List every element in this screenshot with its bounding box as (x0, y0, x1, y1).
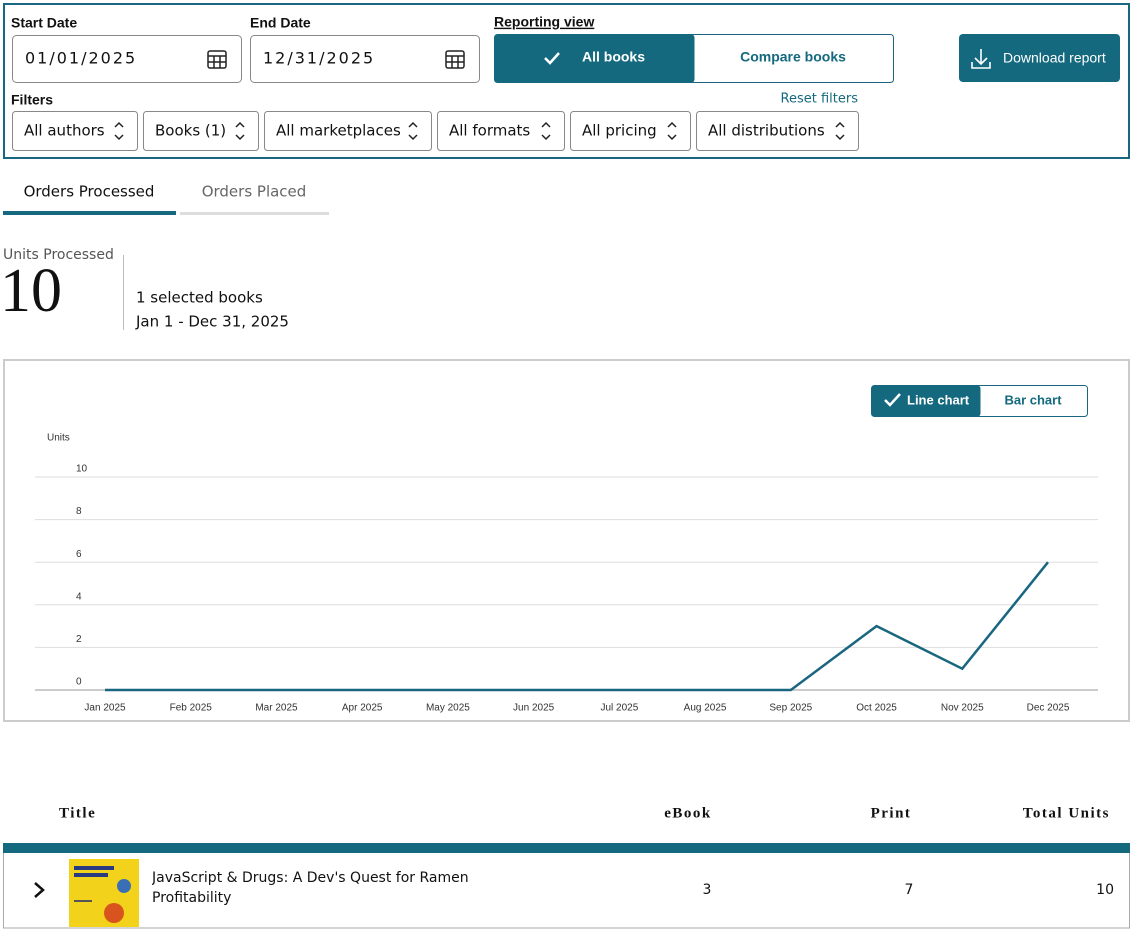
chevron-icon (235, 121, 245, 141)
view-option-active[interactable] (494, 34, 695, 83)
x-tick-label: Oct 2025 (856, 703, 897, 714)
summary-range: Jan 1 - Dec 31, 2025 (135, 313, 289, 331)
expand-icon[interactable] (34, 882, 45, 898)
x-tick-label: May 2025 (426, 703, 470, 714)
series-line (105, 561, 1049, 692)
end-label: End Date (250, 15, 311, 31)
calendar-icon (445, 50, 465, 69)
row-border (3, 853, 1130, 929)
x-tick-label: Mar 2025 (255, 703, 298, 714)
book-title-wrap: JavaScript & Drugs: A Dev's Quest for Ra… (152, 870, 469, 906)
print-units: 7 (905, 882, 914, 898)
start-label: Start Date (11, 15, 77, 31)
view-option: All books (582, 49, 645, 65)
ebook-units: 3 (703, 882, 712, 898)
view-label: Reporting view (494, 14, 594, 30)
x-tick-label: Nov 2025 (941, 703, 984, 714)
filter-panel (3, 3, 1130, 159)
y-tick-label: 4 (76, 591, 82, 602)
tab-underline (3, 211, 176, 215)
dropdown-label: All authors (24, 122, 105, 140)
book-cover (69, 859, 139, 927)
tab-active[interactable]: Orders Processed (24, 183, 155, 201)
chevron-icon (408, 121, 418, 141)
chart-toggle-option: Line chart (907, 392, 970, 407)
x-tick-label: Jul 2025 (600, 703, 638, 714)
summary-total: 10 (0, 257, 62, 325)
check-icon (884, 393, 901, 407)
table-header-bar (3, 843, 1130, 853)
reset-filters[interactable]: Reset filters (781, 92, 859, 107)
tab-underline (180, 212, 329, 215)
y-axis-title: Units (47, 433, 70, 444)
y-tick-label: 2 (76, 634, 82, 645)
start-input[interactable] (12, 35, 242, 83)
summary-books: 1 selected books (136, 289, 263, 307)
end-input[interactable] (250, 35, 480, 83)
dropdown[interactable] (437, 111, 565, 151)
chart-panel (3, 359, 1130, 722)
x-tick-label: Jan 2025 (84, 703, 126, 714)
dropdown[interactable] (570, 111, 691, 151)
x-tick-label: Apr 2025 (342, 703, 383, 714)
y-tick-label: 6 (76, 549, 82, 560)
chevron-icon (114, 121, 124, 141)
view-option[interactable]: Compare books (740, 49, 846, 65)
chart-toggle-active[interactable] (871, 385, 981, 417)
table-header: Title (59, 805, 96, 821)
dropdown-label: All pricing (582, 122, 657, 140)
download-label: Download report (1003, 50, 1106, 66)
dropdown-label: All distributions (708, 122, 825, 140)
chart-toggle-option[interactable]: Bar chart (1004, 392, 1062, 407)
table-header: eBook (664, 805, 712, 821)
dropdown[interactable] (143, 111, 259, 151)
x-tick-label: Dec 2025 (1027, 703, 1070, 714)
dropdown-label: All formats (449, 122, 530, 140)
y-tick-label: 10 (76, 464, 88, 475)
book-title: JavaScript & Drugs: A Dev's Quest for Ra… (152, 870, 469, 906)
x-tick-label: Aug 2025 (684, 703, 727, 714)
total-units: 10 (1096, 882, 1114, 898)
dropdown[interactable] (12, 111, 138, 151)
table-header: Print (871, 805, 912, 821)
calendar-icon (207, 50, 227, 69)
y-tick-label: 0 (76, 677, 82, 688)
summary-label: Units Processed (3, 247, 114, 263)
filters-label: Filters (11, 92, 53, 108)
check-icon (544, 52, 560, 65)
y-tick-label: 8 (76, 506, 82, 517)
x-tick-label: Feb 2025 (170, 703, 213, 714)
table-header: Total Units (1023, 805, 1110, 821)
dropdown[interactable] (264, 111, 432, 151)
chevron-icon (541, 121, 551, 141)
start-value: 01/01/2025 (25, 49, 137, 68)
tab[interactable]: Orders Placed (202, 183, 307, 201)
dropdown-label: Books (1) (155, 122, 226, 140)
chevron-icon (835, 121, 845, 141)
end-value: 12/31/2025 (263, 49, 375, 68)
download-icon (971, 49, 991, 69)
x-tick-label: Jun 2025 (513, 703, 555, 714)
download-button[interactable] (959, 34, 1120, 82)
chevron-icon (667, 121, 677, 141)
dropdown[interactable] (696, 111, 859, 151)
dropdown-label: All marketplaces (276, 122, 401, 140)
x-tick-label: Sep 2025 (769, 703, 812, 714)
